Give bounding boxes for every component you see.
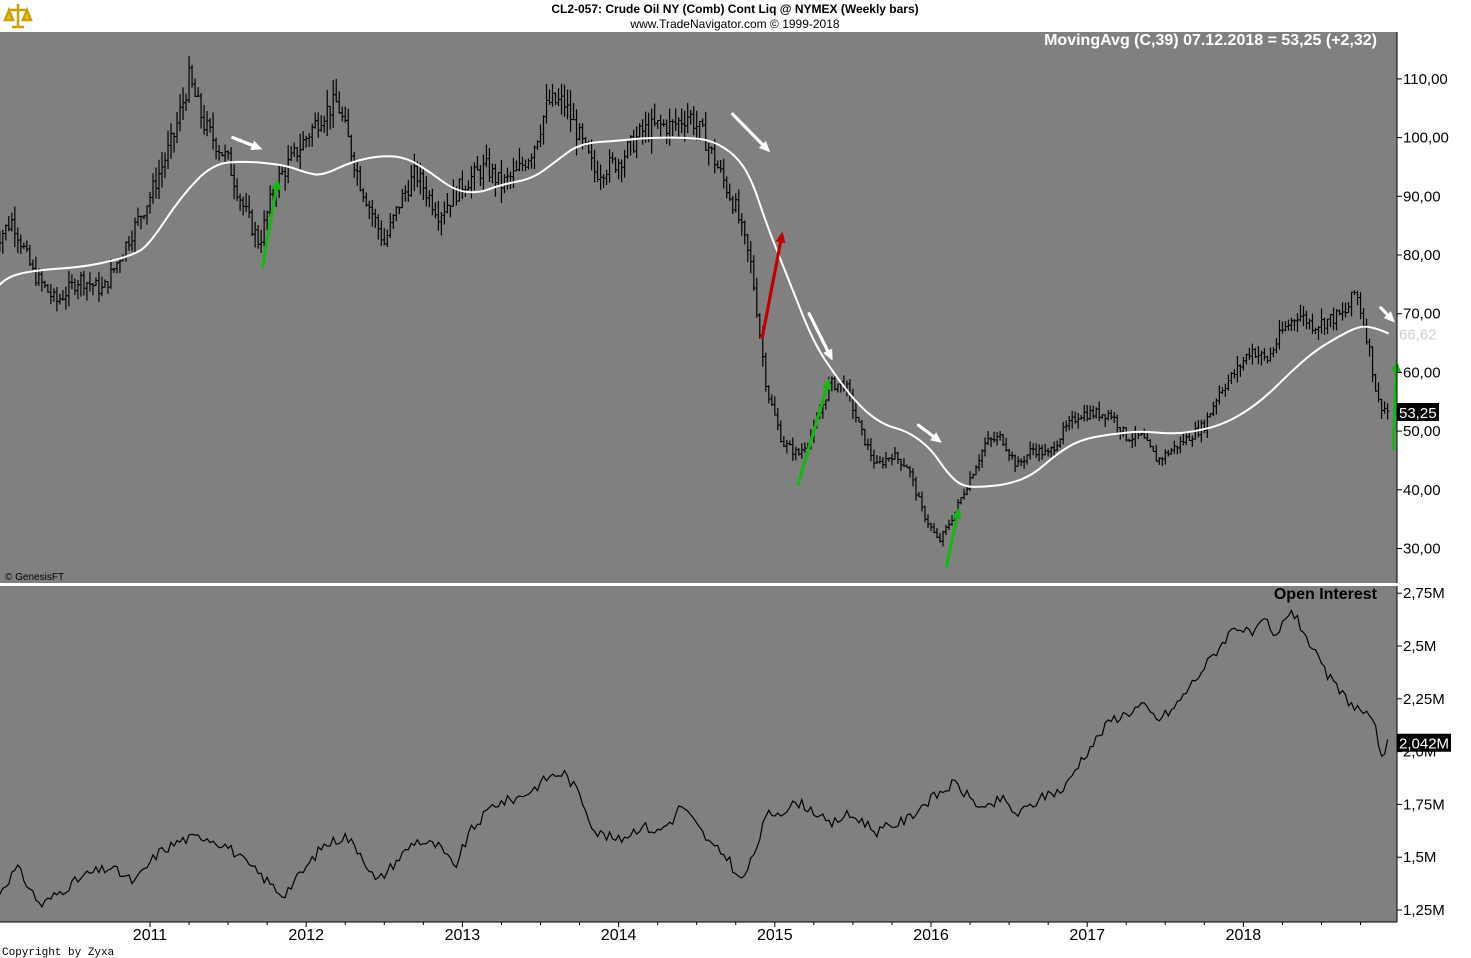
chart-title: CL2-057: Crude Oil NY (Comb) Cont Liq @ … xyxy=(551,2,918,16)
copyright-text: Copyright by Zyxa xyxy=(2,947,115,958)
price-y-axis: 30,00 40,00 50,00 60,00 70,00 80,00 90,00 100,0… xyxy=(1396,32,1449,583)
green-arrow xyxy=(260,178,282,269)
x-tick-label: 2014 xyxy=(601,927,637,944)
open-interest-label: Open Interest xyxy=(1274,586,1378,603)
price-y-tick-label: 110,00 xyxy=(1403,71,1448,88)
open-interest-panel: Open Interest 1,25M1,5M1,75M2,0M2,25M2,5… xyxy=(0,585,1451,922)
chart-source-url: www.TradeNavigator.com © 1999-2018 xyxy=(629,17,839,31)
white-arrow xyxy=(916,423,942,443)
x-axis: 2011 2012 2013 2014 2015 2016 2017 2018 xyxy=(0,921,1397,944)
price-y-tick-label: 50,00 xyxy=(1403,423,1441,440)
oi-y-tick-label: 1,75M xyxy=(1403,796,1445,813)
white-arrow xyxy=(731,112,771,153)
genesis-credit: © GenesisFT xyxy=(5,572,64,583)
moving-average-line xyxy=(0,136,1390,488)
moving-average-last-value: 66,62 xyxy=(1399,327,1437,344)
green-arrow xyxy=(796,378,832,486)
logo-icon xyxy=(2,2,34,30)
price-bar xyxy=(1385,403,1390,420)
last-price-badge xyxy=(1397,403,1439,422)
x-tick-label: 2012 xyxy=(288,927,324,944)
price-panel-background xyxy=(0,32,1397,583)
oi-y-tick-label: 1,5M xyxy=(1403,849,1436,866)
price-y-tick-label: 90,00 xyxy=(1403,188,1441,205)
white-arrow xyxy=(231,136,263,150)
open-interest-line xyxy=(0,609,1389,909)
oi-y-tick-label: 2,25M xyxy=(1403,691,1445,708)
price-y-tick-label: 70,00 xyxy=(1403,306,1441,323)
green-arrow xyxy=(1391,360,1402,451)
oi-y-tick-label: 2,5M xyxy=(1403,638,1436,655)
moving-average-label: MovingAvg (C,39) 07.12.2018 = 53,25 (+2,… xyxy=(1044,32,1377,49)
x-tick-label: 2018 xyxy=(1226,927,1262,944)
red-arrow xyxy=(760,231,786,339)
last-oi-badge xyxy=(1397,733,1451,752)
x-tick-label: 2011 xyxy=(133,927,168,944)
last-oi-value: 2,042M xyxy=(1399,736,1449,753)
green-arrow xyxy=(945,507,962,568)
white-arrow xyxy=(807,312,833,361)
price-y-tick-label: 100,00 xyxy=(1403,130,1449,147)
signal-arrows xyxy=(231,112,1402,568)
oi-y-tick-label: 1,25M xyxy=(1403,902,1445,919)
oi-y-tick-label: 2,75M xyxy=(1403,585,1445,602)
price-y-tick-label: 30,00 xyxy=(1403,541,1441,558)
price-y-tick-label: 40,00 xyxy=(1403,482,1441,499)
panel-separator xyxy=(0,583,1397,586)
price-panel: MovingAvg (C,39) 07.12.2018 = 53,25 (+2,… xyxy=(0,32,1471,583)
last-price-value: 53,25 xyxy=(1399,405,1437,422)
white-arrow xyxy=(1379,306,1395,323)
open-interest-background xyxy=(0,586,1397,922)
price-y-tick-label: 80,00 xyxy=(1403,247,1441,264)
x-tick-label: 2016 xyxy=(913,927,949,944)
price-y-tick-label: 60,00 xyxy=(1403,364,1441,381)
x-tick-label: 2013 xyxy=(445,927,481,944)
x-tick-label: 2015 xyxy=(757,927,793,944)
x-tick-label: 2017 xyxy=(1069,927,1105,944)
